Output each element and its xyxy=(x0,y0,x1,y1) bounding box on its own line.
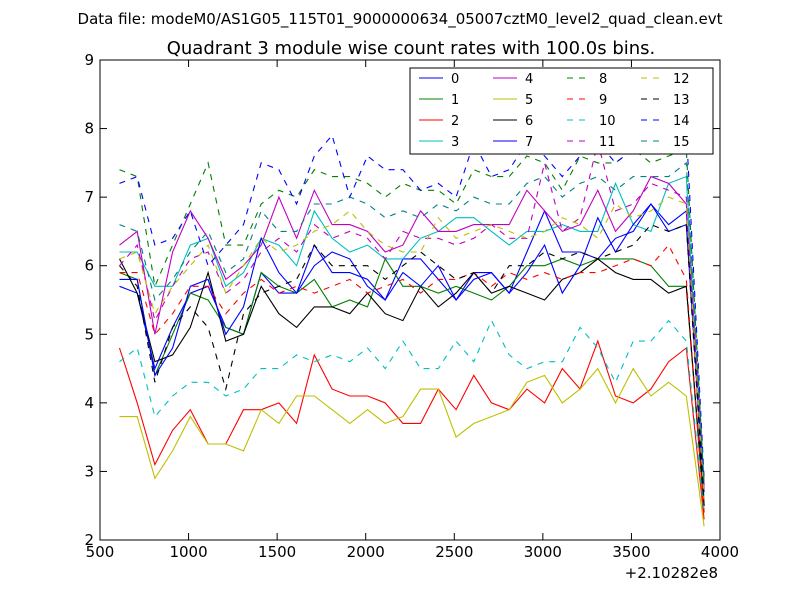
series-line-11 xyxy=(119,142,705,493)
legend-label-8: 8 xyxy=(599,72,607,87)
legend-label-13: 13 xyxy=(673,93,690,108)
series-line-10 xyxy=(119,319,705,513)
series-line-13 xyxy=(119,223,705,506)
legend-label-9: 9 xyxy=(599,93,607,108)
legend-frame xyxy=(409,67,714,155)
chart-title: Quadrant 3 module wise count rates with … xyxy=(167,38,656,59)
series-line-12 xyxy=(119,196,705,499)
y-tick-label: 2 xyxy=(84,531,94,549)
series-line-7 xyxy=(119,203,705,493)
legend-label-14: 14 xyxy=(673,114,690,129)
series-line-8 xyxy=(119,148,705,486)
y-tick-label: 6 xyxy=(84,257,94,275)
x-tick-label: 500 xyxy=(86,543,115,561)
y-tick-label: 8 xyxy=(84,120,94,138)
x-tick-label: 1000 xyxy=(169,543,207,561)
y-axis: 2 3 4 5 6 7 8 9 xyxy=(84,51,720,549)
y-tick-label: 9 xyxy=(84,51,94,69)
legend-label-6: 6 xyxy=(525,114,533,129)
legend-label-7: 7 xyxy=(525,135,533,150)
figure-suptitle: Data file: modeM0/AS1G05_115T01_90000006… xyxy=(78,10,723,29)
plot-frame xyxy=(99,59,721,541)
series-layer xyxy=(118,120,705,527)
series-line-4 xyxy=(119,175,705,486)
x-axis: 500 1000 1500 2000 2500 3000 3500 4000 xyxy=(86,60,739,561)
legend-label-5: 5 xyxy=(525,93,533,108)
series-line-14 xyxy=(119,120,705,479)
x-tick-label: 3500 xyxy=(612,543,650,561)
legend-label-0: 0 xyxy=(451,72,459,87)
legend-label-2: 2 xyxy=(451,114,459,129)
legend-label-4: 4 xyxy=(525,72,533,87)
legend-label-12: 12 xyxy=(673,72,690,87)
x-tick-label: 4000 xyxy=(701,543,739,561)
series-line-3 xyxy=(119,175,705,499)
x-tick-label: 2500 xyxy=(435,543,473,561)
x-tick-label: 1500 xyxy=(258,543,296,561)
legend-label-10: 10 xyxy=(599,114,616,129)
y-tick-label: 5 xyxy=(84,325,94,343)
y-tick-label: 4 xyxy=(84,394,94,412)
x-tick-label: 2000 xyxy=(347,543,385,561)
legend-label-1: 1 xyxy=(451,93,459,108)
series-line-5 xyxy=(119,367,705,527)
legend-label-3: 3 xyxy=(451,135,459,150)
x-offset-label: +2.10282e8 xyxy=(625,564,718,582)
legend-label-15: 15 xyxy=(673,135,690,150)
series-line-9 xyxy=(119,244,705,513)
y-tick-label: 7 xyxy=(84,188,94,206)
legend-label-11: 11 xyxy=(599,135,616,150)
x-tick-label: 3000 xyxy=(524,543,562,561)
y-tick-label: 3 xyxy=(84,462,94,480)
